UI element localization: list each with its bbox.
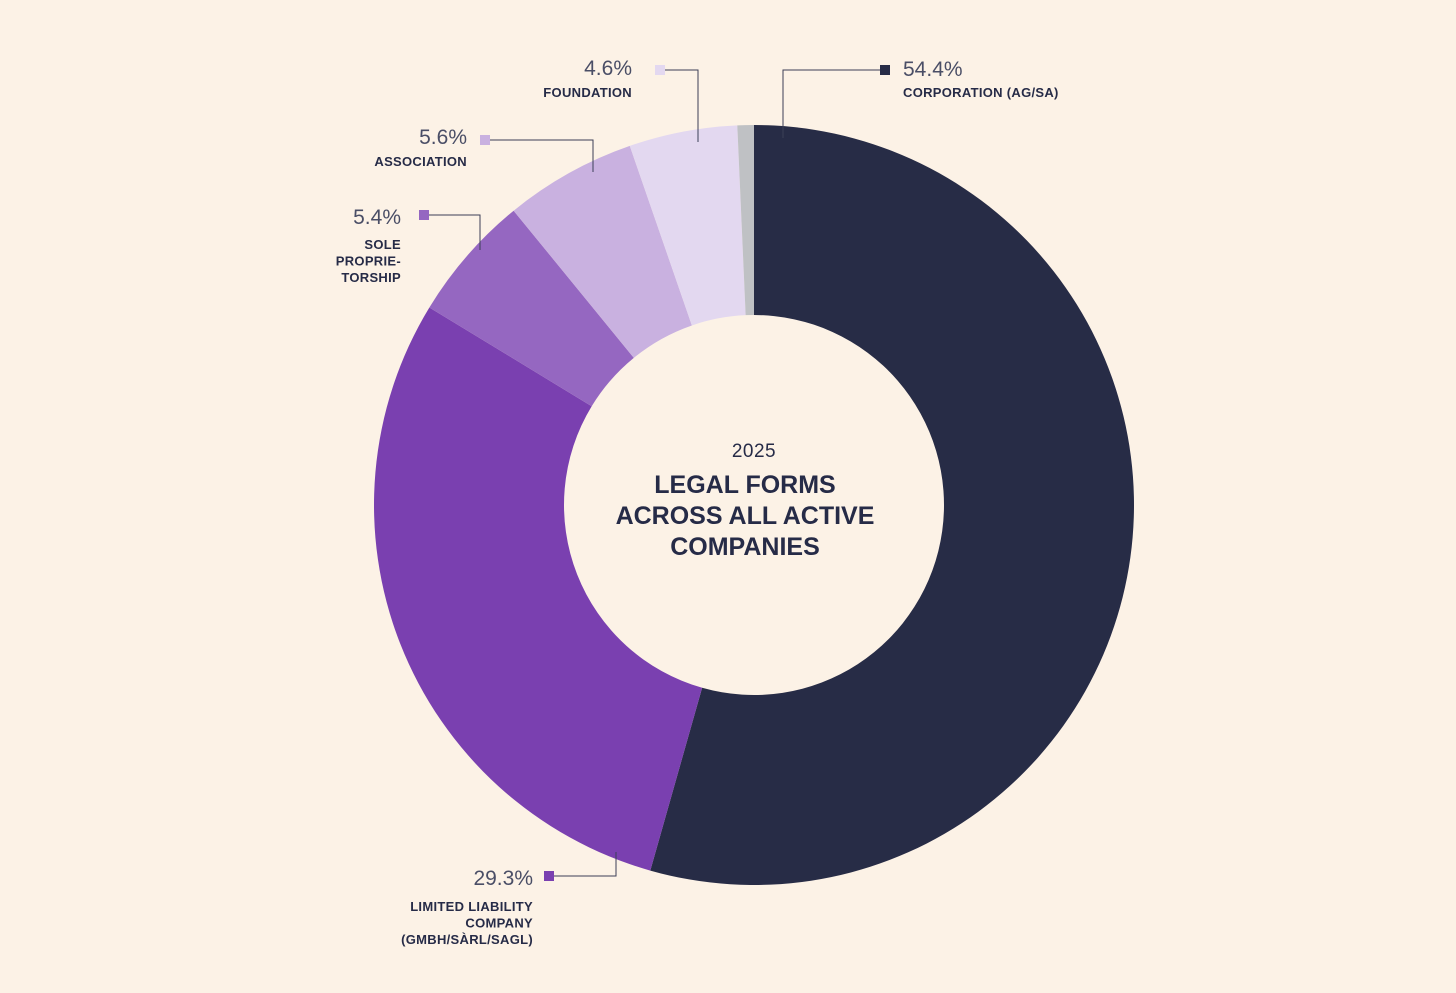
leader-line-1 [554,852,617,877]
slice-category-label-1-0: LIMITED LIABILITY [410,899,533,914]
slice-category-label-1-2: (GMBH/SÀRL/SAGL) [401,932,533,947]
legend-marker-4 [655,65,665,75]
slice-labels: 54.4% CORPORATION (AG/SA) 29.3% LIMITED LIA… [336,57,1059,947]
leader-line-3 [490,139,594,172]
donut-slice-3 [513,145,692,358]
slice-value-label-4: 4.6% [584,57,632,80]
slice-category-label-0-0: CORPORATION (AG/SA) [903,85,1059,100]
slice-category-label-2-1: PROPRIE- [336,254,401,269]
chart-title-line-1: LEGAL FORMS [654,471,835,499]
slice-value-label-3: 5.6% [419,126,467,149]
donut-slice-2 [429,210,634,407]
leader-line-4 [665,69,699,142]
donut-slice-1 [373,307,703,871]
legend-marker-0 [880,65,890,75]
donut-slice-5 [737,125,754,316]
slice-category-label-1-1: COMPANY [465,916,533,931]
donut-slice-4 [629,125,746,326]
legend-marker-1 [544,871,554,881]
slice-category-label-2-2: TORSHIP [341,270,401,285]
slice-category-label-4-0: FOUNDATION [543,85,632,100]
leader-line-0 [782,69,880,138]
slice-category-label-3-0: ASSOCIATION [374,154,467,169]
chart-title-line-2: ACROSS ALL ACTIVE [616,502,875,530]
legend-marker-2 [419,210,429,220]
legend-marker-3 [480,135,490,145]
center-year: 2025 [732,441,776,462]
center-text: 2025 LEGAL FORMS ACROSS ALL ACTIVE COMPA… [616,441,875,561]
leader-lines [429,69,880,877]
slice-value-label-2: 5.4% [353,206,401,229]
chart-title-line-3: COMPANIES [670,533,820,561]
donut-slices [373,125,1134,885]
leader-line-2 [429,214,481,250]
slice-value-label-1: 29.3% [473,867,533,890]
slice-value-label-0: 54.4% [903,58,963,81]
slice-category-label-2-0: SOLE [364,237,401,252]
donut-slice-0 [650,125,1134,885]
